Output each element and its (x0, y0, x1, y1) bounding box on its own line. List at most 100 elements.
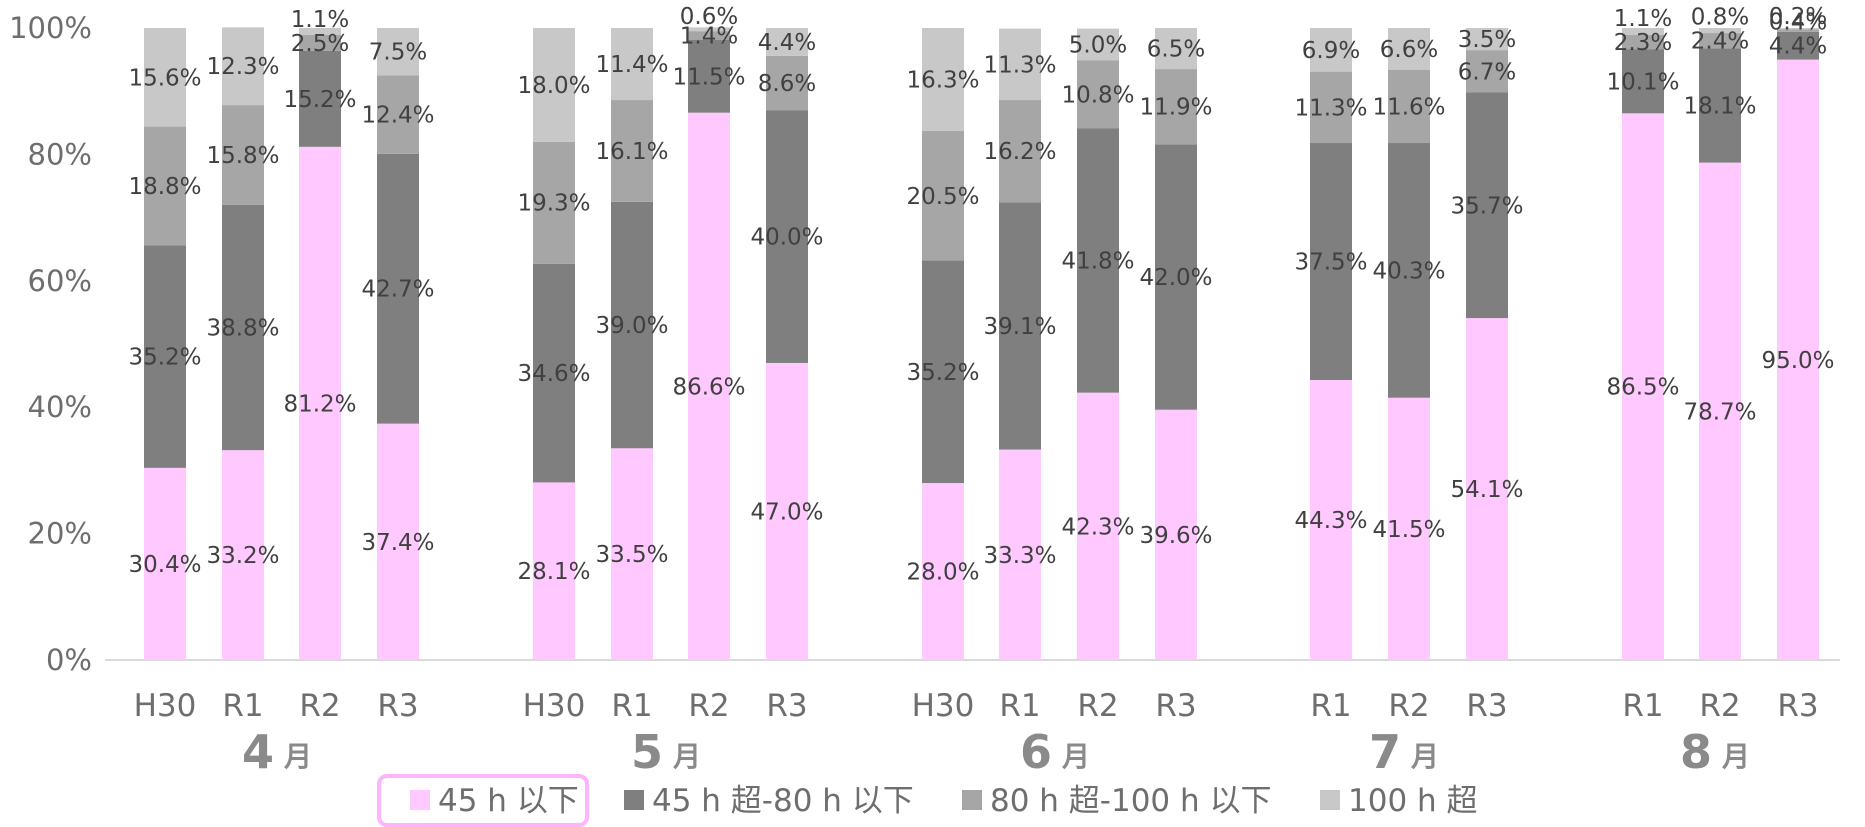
month-group-unit: 月 (1410, 740, 1439, 773)
bar-segment (377, 423, 419, 660)
x-tick-label: R2 (1388, 688, 1429, 724)
bar-segment (1622, 28, 1664, 35)
data-label: 11.6% (1372, 94, 1445, 120)
x-tick-label: R1 (222, 688, 263, 724)
x-tick-label: H30 (523, 688, 586, 724)
bar-segment (922, 28, 964, 132)
month-group-number: 6 (1020, 725, 1052, 779)
month-group-unit: 月 (1061, 740, 1090, 773)
y-tick-label: 40% (28, 390, 92, 424)
bar-stack: 86.6% 11.5% 1.4%0.6% (672, 4, 746, 661)
bar-segment (688, 112, 730, 661)
bar-stack: 54.1% 35.7% 6.7% 3.5% (1450, 27, 1524, 660)
data-label: 6.9% (1302, 38, 1360, 64)
bar-segment (1622, 49, 1664, 114)
bar-segment (999, 449, 1041, 660)
month-group-number: 5 (631, 725, 663, 779)
bar-segment (533, 141, 575, 264)
data-label: 4.4% (1769, 34, 1827, 60)
bar-stack: 33.5% 39.0% 16.1% 11.4% (595, 28, 669, 660)
y-tick-label: 80% (28, 137, 92, 171)
bar-segment (1155, 69, 1197, 145)
bar-segment (1699, 28, 1741, 34)
legend-label: 100 h 超 (1348, 783, 1478, 819)
data-label: 40.0% (750, 225, 823, 251)
bar-segment (1077, 392, 1119, 660)
data-label: 33.2% (206, 543, 279, 569)
data-label: 4.4% (758, 30, 816, 56)
data-label: 42.0% (1139, 265, 1212, 291)
data-label: 18.0% (517, 73, 590, 99)
data-label: 37.4% (361, 530, 434, 556)
bar-segment (299, 28, 341, 35)
bar-segment (611, 448, 653, 660)
plot-area: 30.4% 35.2% 18.8% 15.6% 33.2% 38.8% 15.8% 12.3%… (105, 4, 1840, 661)
bar-stack: 95.0% 4.4%0.4%0.2% (1761, 4, 1835, 661)
bar-segment (1310, 143, 1352, 381)
bar-segment (377, 75, 419, 154)
x-tick-label: R1 (1622, 688, 1663, 724)
legend-swatch (410, 790, 430, 810)
bar-segment (999, 100, 1041, 203)
data-label: 11.3% (983, 52, 1056, 78)
y-tick-label: 0% (46, 643, 92, 677)
bar-segment (922, 131, 964, 261)
data-label: 2.5% (291, 31, 349, 57)
bar-segment (1699, 48, 1741, 163)
bar-segment (688, 31, 730, 41)
data-label: 86.5% (1606, 375, 1679, 401)
data-label: 81.2% (283, 391, 356, 417)
x-tick-label: R3 (377, 688, 418, 724)
data-label: 0.8% (1691, 5, 1749, 31)
data-label: 1.1% (1614, 6, 1672, 32)
bar-stack: 33.3% 39.1% 16.2% 11.3% (983, 28, 1057, 660)
bar-segment (688, 40, 730, 113)
legend-swatch (624, 790, 644, 810)
data-label: 35.2% (128, 345, 201, 371)
bar-segment (1777, 29, 1819, 32)
data-label: 15.6% (128, 65, 201, 91)
data-label: 41.5% (1372, 517, 1445, 543)
bar-segment (299, 146, 341, 661)
bar-segment (1077, 60, 1119, 129)
data-label: 0.2% (1769, 4, 1827, 30)
x-tick-label: R3 (1155, 688, 1196, 724)
bar-stack: 30.4% 35.2% 18.8% 15.6% (128, 28, 202, 660)
data-label: 12.4% (361, 103, 434, 129)
x-tick-label: R2 (1077, 688, 1118, 724)
data-label: 33.5% (595, 542, 668, 568)
data-label: 28.0% (906, 560, 979, 586)
data-label: 28.1% (517, 559, 590, 585)
bar-segment (1388, 143, 1430, 398)
data-label: 5.0% (1069, 32, 1127, 58)
bar-segment (766, 55, 808, 111)
y-axis: 0% 20% 40% 60% 80% 100% (9, 11, 92, 677)
x-tick-label: H30 (134, 688, 197, 724)
data-label: 78.7% (1683, 399, 1756, 425)
bar-segment (1388, 397, 1430, 660)
y-tick-label: 60% (28, 264, 92, 298)
bar-segment (1310, 380, 1352, 660)
bar-segment (611, 100, 653, 202)
legend-label: 80 h 超-100 h 以下 (990, 783, 1272, 819)
bar-segment (1310, 71, 1352, 144)
month-group-unit: 月 (672, 740, 701, 773)
bar-stack: 28.0% 35.2% 20.5% 16.3% (906, 28, 980, 660)
data-label: 0.6% (680, 4, 738, 30)
data-label: 1.1% (291, 7, 349, 33)
data-label: 0.4% (1769, 10, 1827, 36)
bar-segment (377, 153, 419, 424)
bar-segment (377, 28, 419, 76)
data-label: 42.7% (361, 277, 434, 303)
data-label: 16.1% (595, 139, 668, 165)
bar-segment (1077, 28, 1119, 61)
bar-segment (1077, 128, 1119, 393)
bar-segment (222, 204, 264, 451)
bar-segment (1777, 59, 1819, 661)
month-group-number: 7 (1369, 725, 1401, 779)
data-label: 6.6% (1380, 37, 1438, 63)
bar-segment (1777, 28, 1819, 30)
x-tick-label: R2 (299, 688, 340, 724)
month-group-number: 8 (1680, 725, 1712, 779)
